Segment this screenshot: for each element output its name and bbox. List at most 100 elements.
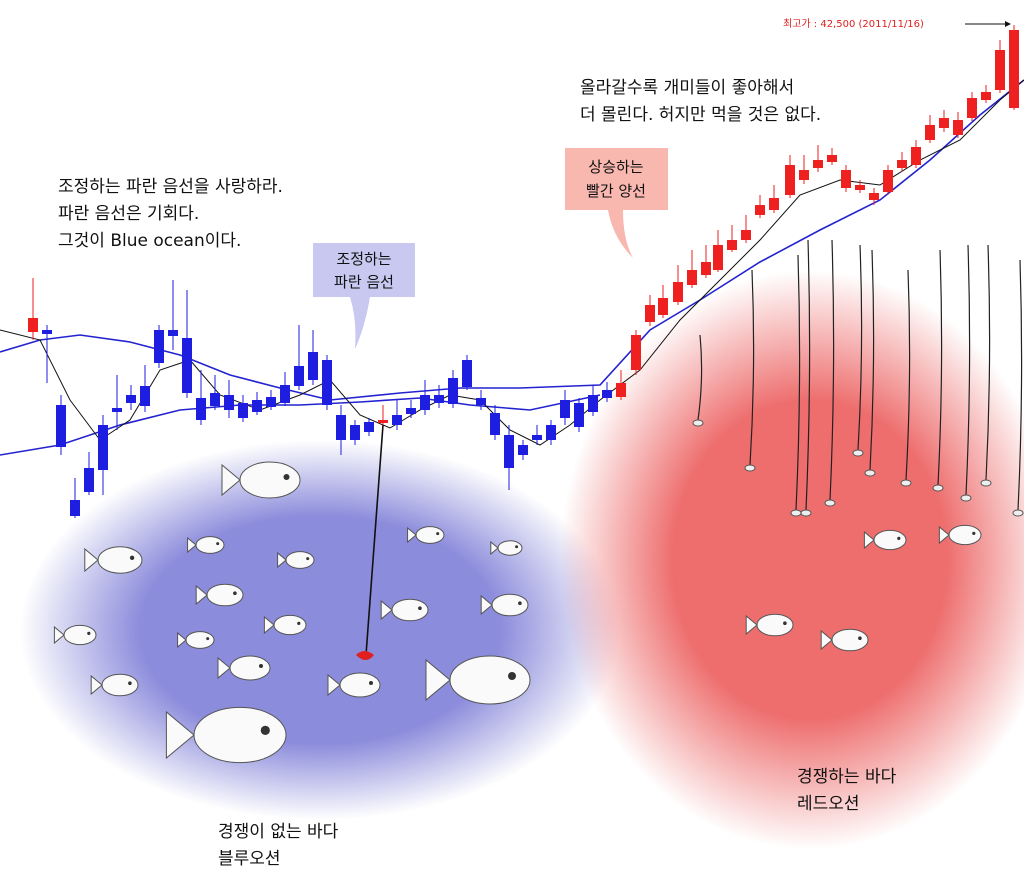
fish-tail bbox=[277, 551, 287, 569]
hook-line bbox=[965, 244, 971, 496]
candle-body bbox=[308, 352, 318, 380]
fish-eye bbox=[436, 532, 440, 536]
candle-body bbox=[741, 230, 751, 240]
candle-body bbox=[574, 403, 584, 427]
hook-bait bbox=[790, 509, 802, 517]
fish-body bbox=[285, 551, 315, 569]
candle-body bbox=[953, 120, 963, 135]
candle-body bbox=[280, 385, 290, 403]
candle-body bbox=[981, 92, 991, 100]
candle-body bbox=[322, 360, 332, 405]
fish-tail bbox=[407, 526, 417, 544]
fish-body bbox=[873, 529, 907, 551]
fish-body bbox=[449, 655, 531, 705]
candle-body bbox=[645, 305, 655, 322]
candle-body bbox=[238, 403, 248, 418]
fish-eye bbox=[783, 621, 787, 625]
fish-eye bbox=[233, 591, 237, 595]
candle-body bbox=[182, 338, 192, 393]
fish-body bbox=[185, 631, 215, 649]
candle-body bbox=[855, 185, 865, 190]
candle-body bbox=[995, 50, 1005, 90]
candle-body bbox=[70, 500, 80, 516]
fish-eye bbox=[297, 621, 301, 626]
candle-body bbox=[1009, 30, 1019, 108]
sea-label: 레드오션 bbox=[797, 794, 860, 814]
candle-body bbox=[266, 397, 276, 407]
candle-body bbox=[588, 395, 598, 412]
hook-bait bbox=[852, 449, 864, 457]
sea-label: 블루오션 bbox=[218, 849, 281, 869]
callout-text: 조정하는 bbox=[336, 250, 391, 268]
hook-bait bbox=[932, 484, 944, 492]
fish-eye bbox=[369, 681, 373, 685]
candle-body bbox=[462, 360, 472, 387]
fish-eye bbox=[518, 601, 522, 605]
candle-body bbox=[687, 270, 697, 285]
candle-body bbox=[378, 420, 388, 423]
candles bbox=[28, 25, 1019, 518]
hook-line bbox=[697, 334, 703, 421]
hook-bait bbox=[900, 479, 912, 487]
candle-body bbox=[967, 98, 977, 118]
hook-bait bbox=[692, 419, 704, 427]
fish-eye bbox=[508, 672, 516, 680]
candle-body bbox=[392, 415, 402, 425]
candle-body bbox=[925, 125, 935, 140]
candle-body bbox=[769, 198, 779, 210]
candle-body bbox=[112, 408, 122, 412]
candle-body bbox=[210, 393, 220, 406]
fish-body bbox=[63, 624, 97, 646]
fish-body bbox=[415, 526, 445, 544]
hook-line bbox=[795, 254, 801, 511]
hook-bait bbox=[744, 464, 756, 472]
callout-text: 빨간 양선 bbox=[586, 182, 646, 200]
right-text: 올라갈수록 개미들이 좋아해서 bbox=[580, 78, 794, 98]
candle-body bbox=[658, 298, 668, 315]
candle-body bbox=[631, 335, 641, 370]
hooks bbox=[692, 239, 1024, 517]
candle-body bbox=[785, 165, 795, 195]
fish-eye bbox=[87, 631, 91, 636]
fish-eye bbox=[418, 606, 422, 610]
callout-text: 파란 음선 bbox=[334, 273, 394, 291]
fish-tail bbox=[195, 584, 208, 606]
fish-eye bbox=[259, 664, 263, 668]
candle-body bbox=[897, 160, 907, 168]
fish-eye bbox=[306, 557, 310, 561]
sea-label: 경쟁이 없는 바다 bbox=[218, 822, 339, 842]
candle-body bbox=[448, 378, 458, 404]
left-text: 파란 음선은 기회다. bbox=[58, 204, 199, 224]
candle-body bbox=[350, 425, 360, 440]
hook-line bbox=[857, 244, 863, 451]
peak-label: 최고가 : 42,500 (2011/11/16) bbox=[783, 18, 924, 30]
fish-eye bbox=[283, 474, 290, 480]
blue-sea bbox=[20, 440, 620, 820]
fish-tail bbox=[221, 463, 241, 497]
fish-tail bbox=[820, 629, 833, 651]
fish-body bbox=[339, 672, 381, 698]
candle-body bbox=[336, 415, 346, 440]
candle-body bbox=[504, 435, 514, 468]
hook-line bbox=[985, 244, 991, 481]
fish-tail bbox=[380, 599, 393, 621]
candle-body bbox=[911, 147, 921, 165]
fish-eye bbox=[129, 555, 135, 560]
fish-eye bbox=[972, 531, 976, 536]
candle-body bbox=[841, 170, 851, 188]
fish-body bbox=[229, 655, 271, 681]
left-text: 그것이 Blue ocean이다. bbox=[58, 231, 241, 251]
candle-body bbox=[84, 468, 94, 492]
moving-average bbox=[0, 79, 1024, 401]
candle-body bbox=[476, 398, 486, 405]
fish-tail bbox=[480, 594, 493, 616]
fish-eye bbox=[206, 637, 210, 641]
hook-line bbox=[829, 239, 835, 501]
fish-eye bbox=[858, 636, 862, 640]
candle-body bbox=[42, 330, 52, 334]
candle-body bbox=[602, 390, 612, 398]
fish-tail bbox=[425, 658, 451, 702]
candle-body bbox=[406, 408, 416, 414]
fish-eye bbox=[515, 545, 519, 549]
fish-eye bbox=[216, 542, 220, 546]
